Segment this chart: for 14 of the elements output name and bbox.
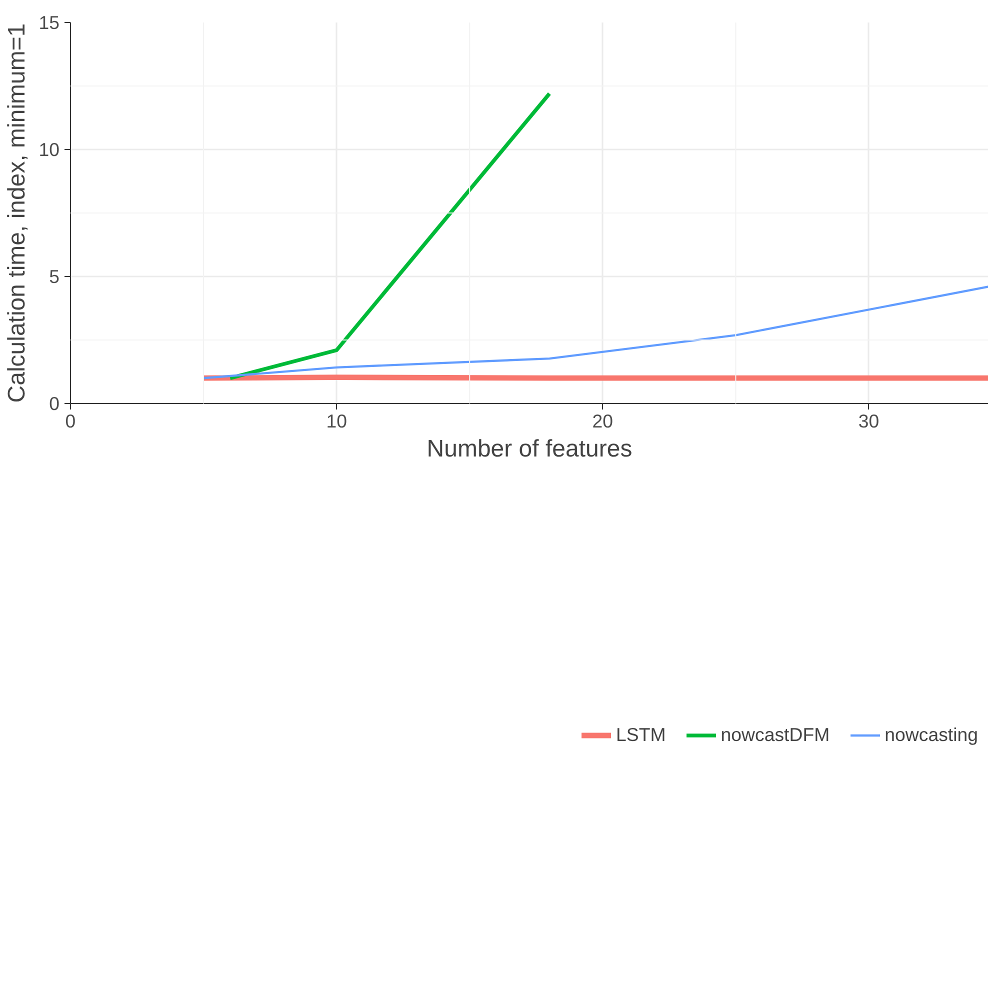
legend-label: nowcasting [884,724,978,746]
y-axis-title: Calculation time, index, minimum=1 [4,23,31,403]
x-tick-label: 30 [858,410,880,432]
legend-label: nowcastDFM [720,724,830,746]
y-tick-label: 0 [49,393,60,414]
y-tick-label: 10 [38,139,60,160]
line-series [202,286,988,380]
x-tick-label: 20 [592,410,614,432]
x-axis-title: Number of features [426,436,632,462]
x-tick-label: 0 [65,410,76,432]
legend-label: LSTM [616,724,666,746]
x-tick-label: 10 [326,410,347,432]
y-tick-label: 15 [38,12,60,33]
y-tick-label: 5 [49,266,60,287]
